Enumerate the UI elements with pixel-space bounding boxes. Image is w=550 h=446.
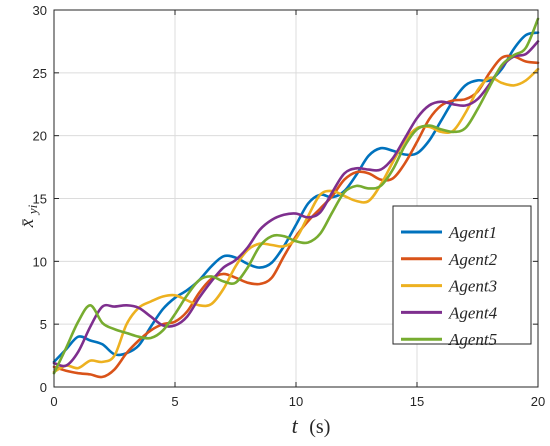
x-axis-variable: t [292,413,299,438]
legend-label-1: Agent1 [448,223,497,242]
x-tick-label: 20 [531,394,545,409]
series-line-2 [52,54,540,379]
series-line-4 [52,40,540,368]
series-line-1 [52,31,540,364]
y-tick-label: 25 [33,66,47,81]
series-lines [52,17,540,379]
legend-box [392,205,532,345]
tick-marks [53,9,539,388]
legend-label-4: Agent4 [448,303,498,322]
x-axis-unit: (s) [309,416,330,438]
y-axis-label: x̄ yi [17,204,40,228]
x-tick-label: 5 [171,394,178,409]
legend-label-3: Agent3 [448,277,497,296]
y-tick-label: 20 [33,129,47,144]
series-line-5 [52,17,540,375]
legend: Agent1 Agent2 Agent3 Agent4 Agent5 [392,205,532,349]
x-tick-label: 15 [410,394,424,409]
legend-label-5: Agent5 [448,330,497,349]
y-tick-label: 5 [40,317,47,332]
y-tick-label: 0 [40,380,47,395]
y-tick-labels: 0 5 10 15 20 25 30 [33,3,47,395]
y-tick-label: 30 [33,3,47,18]
y-tick-label: 10 [33,254,47,269]
x-tick-label: 0 [50,394,57,409]
x-tick-labels: 0 5 10 15 20 [50,394,545,409]
x-tick-label: 10 [289,394,303,409]
series-line-3 [52,67,540,374]
y-axis-variable: x̄ [17,218,38,228]
y-axis-subscript: yi [25,204,40,216]
y-tick-label: 15 [33,192,47,207]
x-axis-label: t (s) [292,413,331,438]
legend-label-2: Agent2 [448,250,498,269]
